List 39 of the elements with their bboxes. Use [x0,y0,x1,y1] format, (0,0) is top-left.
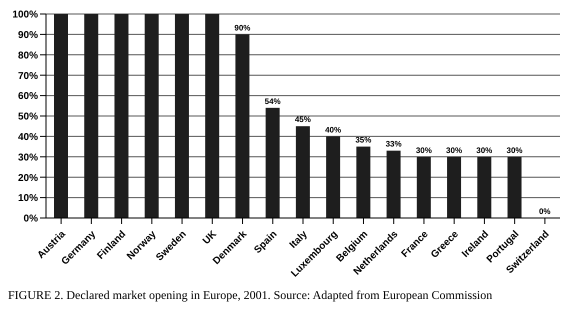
y-tick-label: 20% [18,172,38,184]
data-label: 30% [476,146,492,155]
y-tick-label: 80% [18,50,38,62]
y-tick-label: 70% [18,70,38,82]
data-label: 0% [538,207,551,216]
y-tick-label: 60% [18,91,38,102]
bar [356,146,370,218]
y-tick-label: 100% [12,10,38,21]
bar [296,126,310,218]
bar [205,14,220,218]
data-label: 33% [386,140,402,149]
bar [84,14,98,218]
data-label: 45% [294,115,311,124]
bar [235,34,250,218]
y-tick-label: 90% [18,30,38,41]
bar [266,108,280,218]
data-label: 40% [325,125,342,134]
data-label: 30% [446,146,462,155]
data-label: 90% [234,23,250,32]
y-tick-label: 0% [24,214,38,225]
bar [508,156,522,218]
bar [114,14,128,218]
y-tick-label: 50% [18,112,38,123]
bar [447,156,462,218]
caption: FIGURE 2. Declared market opening in Europe, 2001. Source: Adapted from European Commission [8,288,494,303]
y-tick-label: 10% [18,193,38,204]
bar [416,156,431,218]
data-label: 30% [416,146,432,155]
data-label: 30% [506,146,523,155]
y-tick-label: 40% [18,132,38,143]
data-label: 54% [264,96,281,106]
bar [477,156,492,218]
bar [174,14,189,218]
data-label: 35% [355,136,372,145]
bar [386,150,401,218]
y-tick-label: 30% [18,152,38,164]
bar [326,136,340,218]
bar [54,14,68,218]
bar [144,14,159,218]
